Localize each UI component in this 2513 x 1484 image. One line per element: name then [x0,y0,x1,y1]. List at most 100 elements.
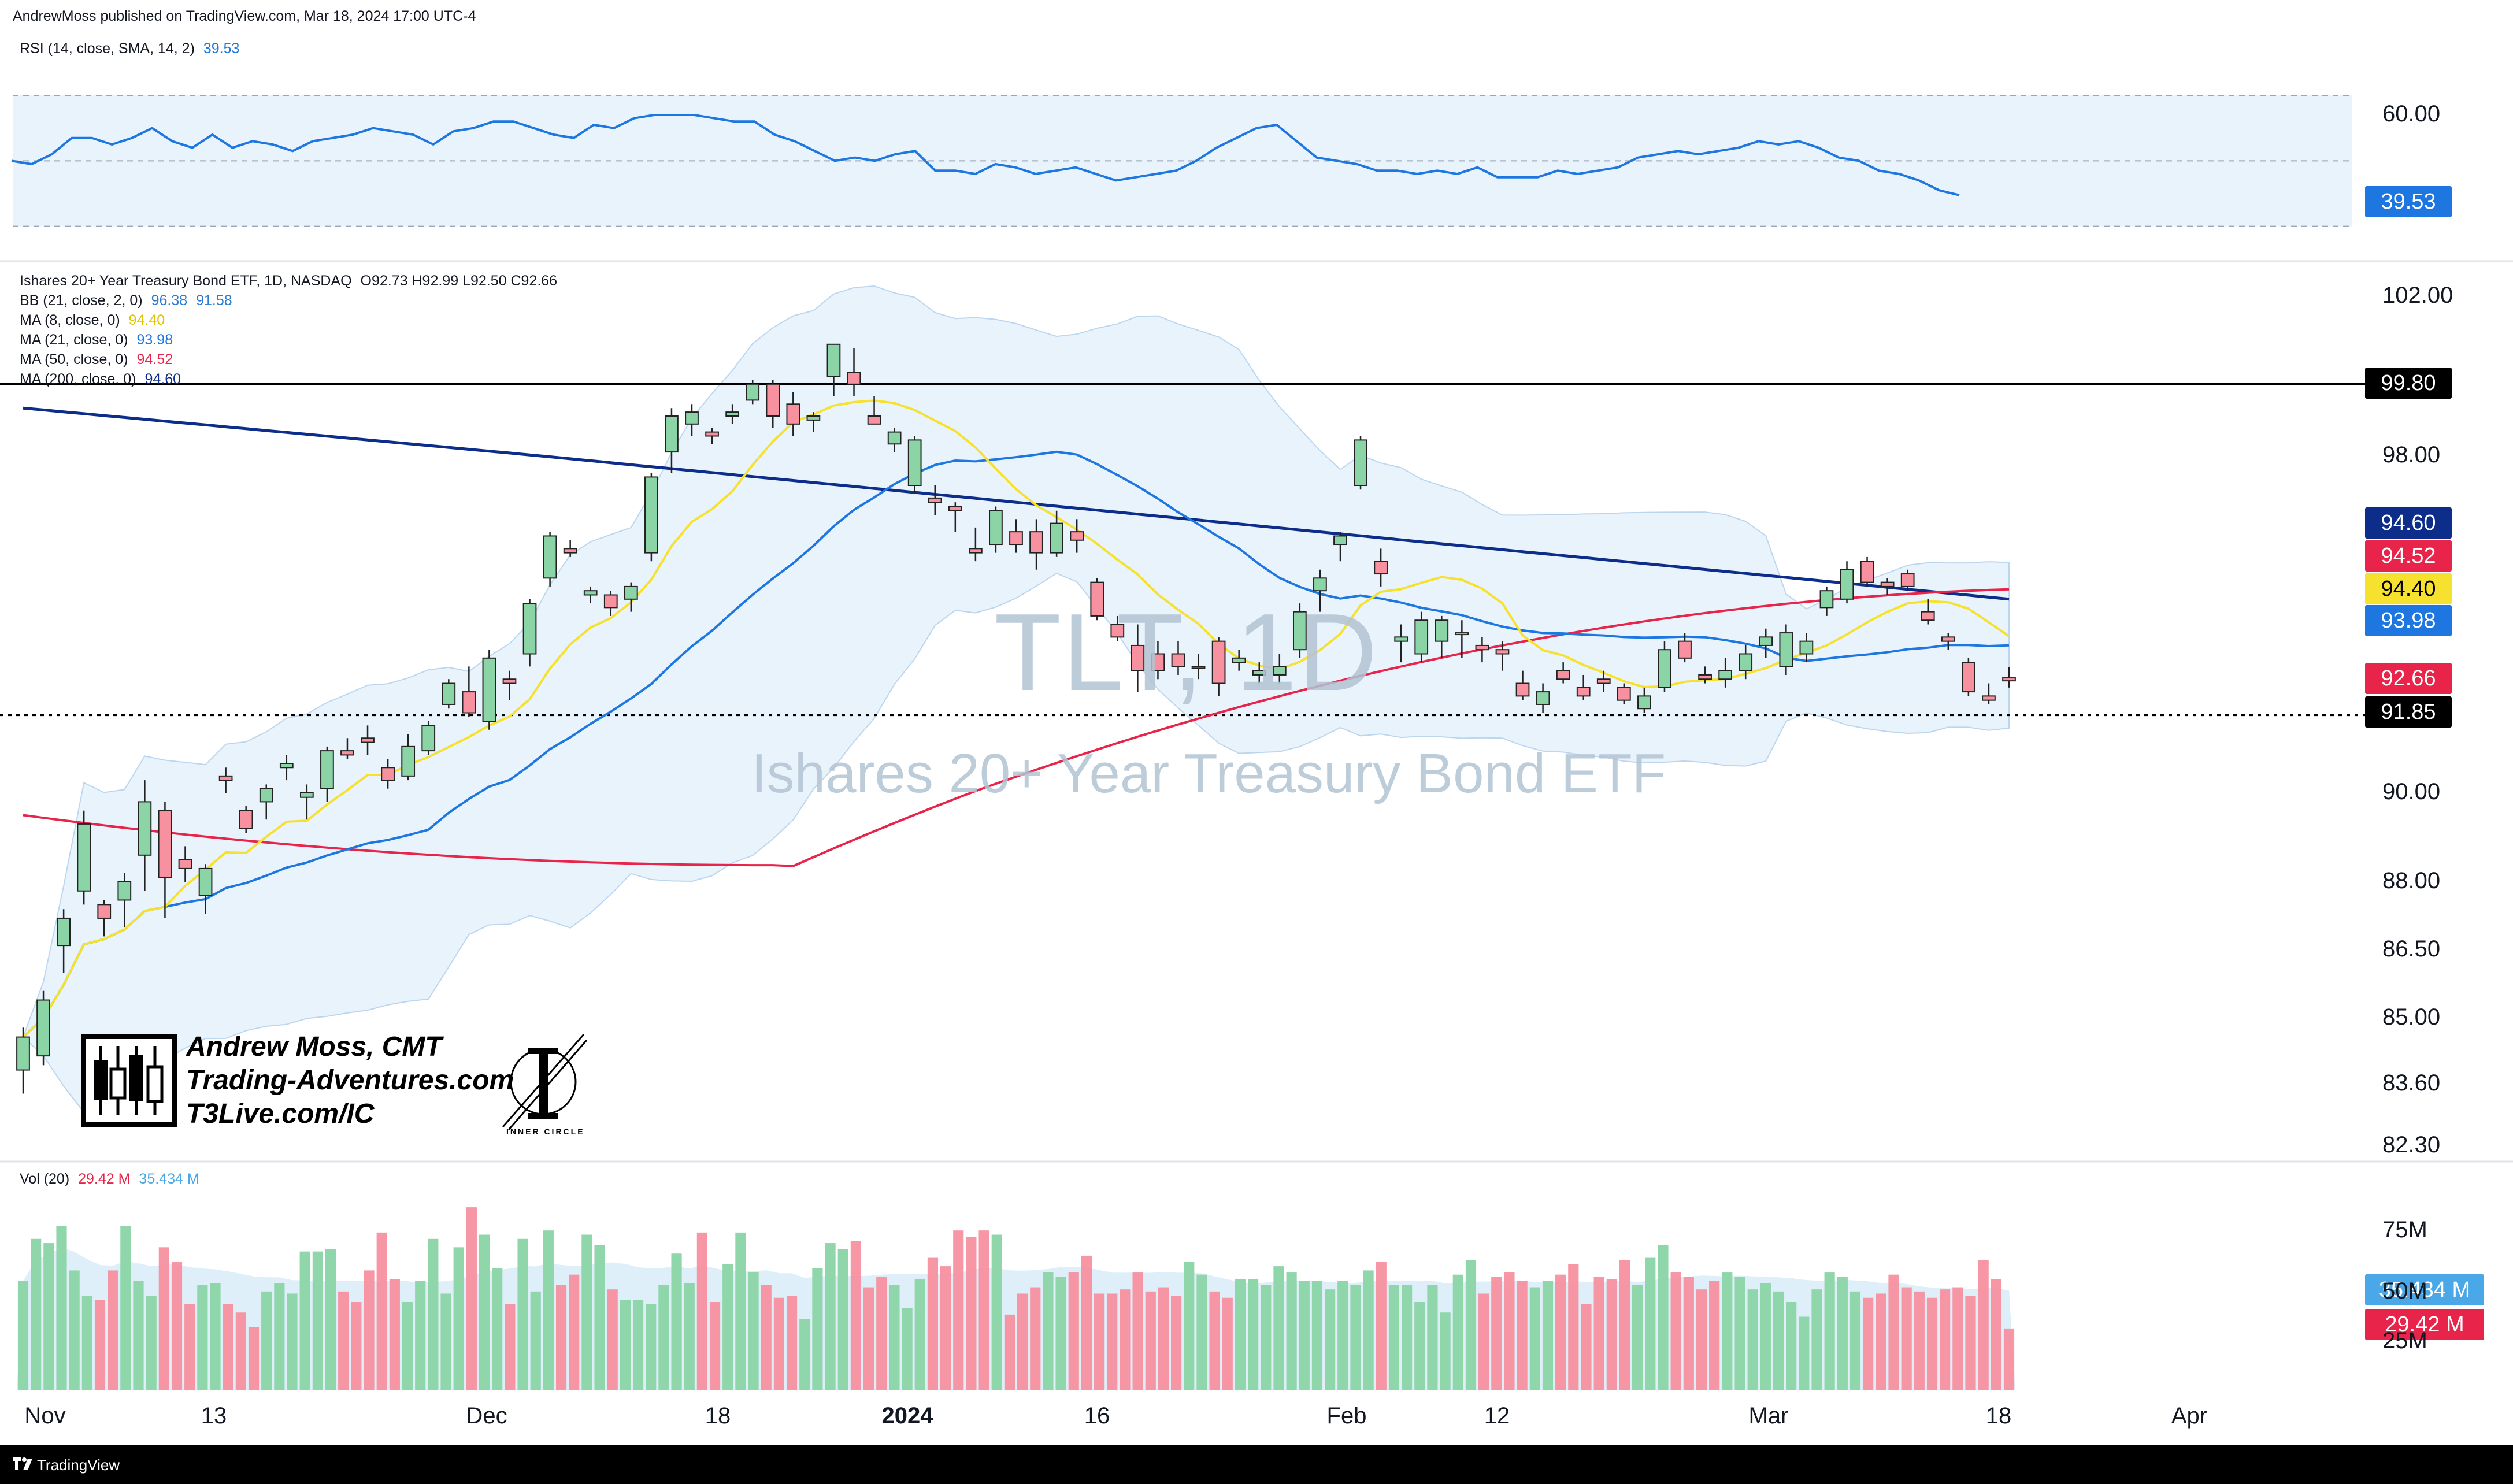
candle-body [138,801,152,856]
footer-bar: TradingView [0,1445,2513,1484]
volume-bar [863,1287,874,1390]
volume-bar [133,1281,144,1390]
volume-bar [1632,1285,1643,1390]
volume-bar [658,1285,669,1390]
candle-body [239,810,253,829]
volume-bar [69,1270,80,1390]
candle-body [218,775,233,781]
time-axis-label: Feb [1326,1403,1367,1429]
volume-bar [825,1243,836,1390]
volume-bar [1581,1304,1592,1390]
volume-bar [94,1300,106,1390]
volume-bar [1286,1272,1297,1390]
ma21-line [22,450,2010,1038]
rsi-line [11,114,1960,196]
candle-body [1819,590,1834,609]
candle-body [1982,695,1996,701]
candle-body [36,999,50,1057]
candle-body [907,439,922,487]
volume-bar [1504,1272,1515,1390]
candle-body [665,415,679,453]
volume-bar [1978,1260,1989,1390]
candle-body [482,657,496,722]
volume-bar [351,1302,362,1390]
candle-body [1637,695,1651,710]
ma21-legend[interactable]: MA (21, close, 0) 93.98 [20,332,173,348]
volume-bar [1248,1278,1259,1390]
volume-tick-label: 50M [2382,1278,2427,1304]
volume-bar [2003,1328,2015,1390]
vol-legend[interactable]: Vol (20) 29.42 M 35.434 M [20,1171,199,1188]
candle-body [97,904,112,919]
candle-body [644,476,658,554]
candlestick-logo-icon [81,1034,177,1127]
volume-bar [594,1245,605,1390]
candle-body [2002,677,2016,682]
time-axis-label: 18 [1985,1403,2012,1429]
volume-bar [1914,1291,1925,1390]
volume-bar [1709,1281,1720,1390]
volume-bar [312,1251,323,1390]
ma50-legend[interactable]: MA (50, close, 0) 94.52 [20,351,173,368]
time-axis-label: Dec [466,1403,507,1429]
volume-bar [120,1226,131,1390]
ma50-legend-value: 94.52 [136,351,173,368]
candle-body [1515,682,1530,697]
volume-bar [1299,1281,1310,1390]
volume-bar [850,1241,861,1390]
bb-legend[interactable]: BB (21, close, 2, 0) 96.38 91.58 [20,292,232,309]
volume-bar [1926,1297,1938,1390]
volume-bar [1901,1287,1912,1390]
volume-bar [1184,1262,1195,1390]
volume-bar [81,1296,92,1390]
volume-bar [1261,1285,1272,1390]
time-axis-label: 13 [201,1403,227,1429]
volume-bar [581,1234,592,1390]
price-tick-label: 86.50 [2382,936,2441,962]
volume-bar [530,1291,541,1390]
volume-bar [1811,1289,1822,1390]
volume-bar [786,1296,798,1390]
time-axis-label: 2024 [881,1403,933,1429]
volume-bar [338,1291,349,1390]
volume-bar [1414,1302,1425,1390]
volume-bar [505,1304,516,1390]
candle-body [158,810,172,878]
volume-bar [1325,1289,1336,1390]
volume-bar [991,1234,1002,1390]
candle-body [1658,649,1671,688]
name-watermark: Ishares 20+ Year Treasury Bond ETF [751,743,1666,804]
main-legend[interactable]: Ishares 20+ Year Treasury Bond ETF, 1D, … [20,273,557,290]
volume-bar [761,1285,772,1390]
volume-bar [735,1232,746,1390]
candle-body [1921,611,1935,621]
volume-bar [876,1277,887,1390]
volume-bar [1837,1277,1848,1390]
volume-bar [966,1237,977,1390]
ma8-legend[interactable]: MA (8, close, 0) 94.40 [20,312,165,329]
volume-bar [1094,1293,1105,1390]
volume-bar [1030,1287,1041,1390]
candle-body [1414,619,1429,655]
volume-bar [1145,1291,1156,1390]
ma8-legend-value: 94.40 [128,312,165,328]
candle-body [340,750,354,756]
volume-bar [1491,1277,1502,1390]
volume-bar [376,1232,387,1390]
inner-circle-text: INNER CIRCLE [506,1127,585,1136]
bb-legend-label: BB (21, close, 2, 0) [20,292,143,309]
volume-bar [1337,1281,1348,1390]
ma200-legend-label: MA (200, close, 0) [20,371,136,387]
price-label-pill: 94.52 [2365,540,2452,572]
candle-body [725,411,740,417]
volume-bar [1465,1260,1477,1390]
candle-body [746,383,760,401]
volume-bar [569,1274,580,1390]
candle-body [1617,687,1631,701]
volume-bar [364,1270,375,1390]
volume-bar [646,1304,657,1390]
candle-body [1131,644,1145,671]
ma200-legend[interactable]: MA (200, close, 0) 94.60 [20,371,181,388]
rsi-legend[interactable]: RSI (14, close, SMA, 14, 2) 39.53 [20,40,239,57]
volume-bar [1452,1274,1463,1390]
